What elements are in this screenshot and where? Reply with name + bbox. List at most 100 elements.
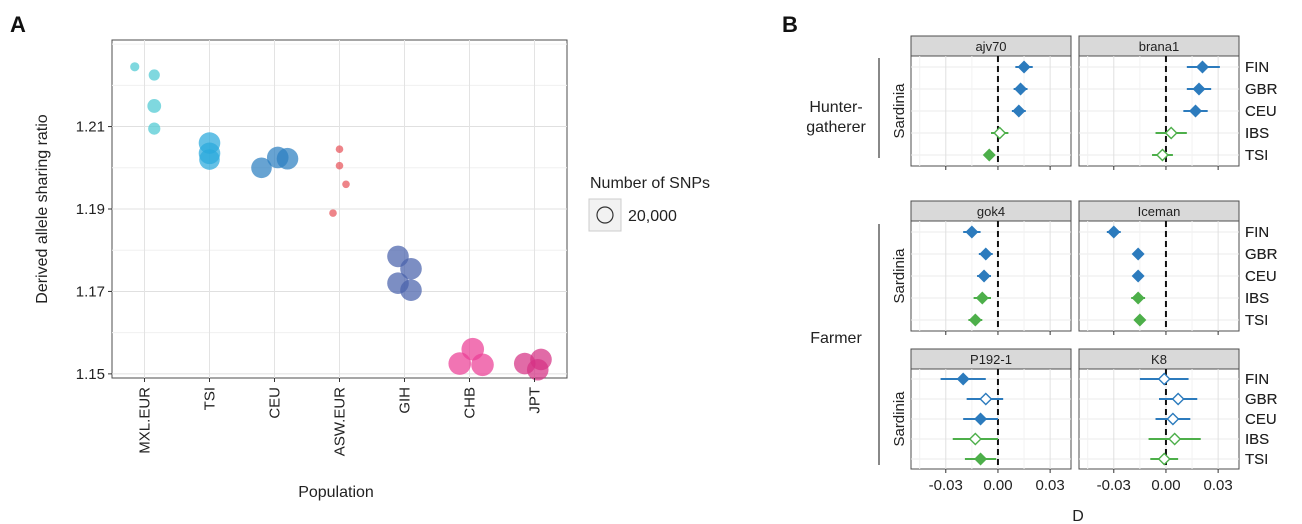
estimate-point xyxy=(974,452,988,466)
population-label: FIN xyxy=(1245,371,1269,388)
x-tick-label: 0.03 xyxy=(1036,477,1065,494)
x-tick-label: CHB xyxy=(462,387,479,419)
estimate-point xyxy=(1131,291,1145,305)
population-label: FIN xyxy=(1245,59,1269,76)
data-point xyxy=(329,209,337,217)
estimate-point xyxy=(1155,148,1169,162)
group-label-line: Hunter- xyxy=(809,99,862,116)
legend-value: 20,000 xyxy=(628,208,677,225)
data-point xyxy=(526,358,549,381)
population-label: FIN xyxy=(1245,59,1269,76)
group-label-line: Farmer xyxy=(810,330,862,347)
facet-strip-label: gok4 xyxy=(977,204,1005,219)
panel-a-x-ticks: MXL.EUR TSI CEU ASW.EUR GIH CHB JPT xyxy=(137,378,544,456)
x-tick-label: -0.03 xyxy=(1097,477,1131,494)
estimate-point xyxy=(1171,392,1185,406)
legend-title: Number of SNPs xyxy=(590,175,710,192)
estimate-point xyxy=(1157,372,1171,386)
estimate-point xyxy=(1131,247,1145,261)
estimate-point xyxy=(1017,60,1031,74)
population-label: GBR xyxy=(1245,391,1278,408)
data-point xyxy=(471,353,494,377)
data-point xyxy=(147,99,162,113)
population-label: IBS xyxy=(1245,125,1269,142)
population-label: IBS xyxy=(1245,290,1269,307)
facet-strip-label: brana1 xyxy=(1139,39,1179,54)
x-tick-label: GIH xyxy=(397,387,414,414)
x-tick-label: ASW.EUR xyxy=(332,387,349,456)
population-label: TSI xyxy=(1245,312,1268,329)
facet-strip-label: K8 xyxy=(1151,352,1167,367)
population-label: TSI xyxy=(1245,147,1268,164)
estimate-point xyxy=(977,269,991,283)
estimate-point xyxy=(1157,452,1171,466)
estimate-point xyxy=(1131,269,1145,283)
population-label: TSI xyxy=(1245,451,1268,468)
data-point xyxy=(342,180,350,189)
population-label: CEU xyxy=(1245,411,1277,428)
panel-b-forest-plot: ajv70 FIN GBR CEU IBS TSI Sardinia brana1 FIN GBR… xyxy=(806,35,1278,524)
y-tick-label: 1.15 xyxy=(76,366,105,383)
estimate-point xyxy=(982,148,996,162)
estimate-point xyxy=(979,247,993,261)
facet-strip-label: ajv70 xyxy=(975,39,1006,54)
estimate-point xyxy=(1195,60,1209,74)
population-label: TSI xyxy=(1245,147,1268,164)
y-tick-label: 1.19 xyxy=(76,201,105,218)
estimate-point xyxy=(965,225,979,239)
estimate-point xyxy=(968,432,982,446)
population-label: FIN xyxy=(1245,371,1269,388)
estimate-point xyxy=(975,291,989,305)
panel-b-letter: B xyxy=(782,12,798,37)
panel-b-x-axis-title: D xyxy=(1072,508,1084,524)
population-label: GBR xyxy=(1245,81,1278,98)
population-label: IBS xyxy=(1245,431,1269,448)
data-point xyxy=(448,352,472,375)
x-tick-label: 0.00 xyxy=(983,477,1012,494)
estimate-point xyxy=(1168,432,1182,446)
population-label: TSI xyxy=(1245,312,1268,329)
population-label: FIN xyxy=(1245,224,1269,241)
group-label-line: gatherer xyxy=(806,119,866,136)
panel-a-gridlines xyxy=(112,40,567,378)
estimate-point xyxy=(1014,82,1028,96)
estimate-point xyxy=(1192,82,1206,96)
data-point xyxy=(335,161,344,170)
x-tick-label: TSI xyxy=(202,387,219,410)
population-label: GBR xyxy=(1245,81,1278,98)
estimate-point xyxy=(956,372,970,386)
estimate-point xyxy=(1107,225,1121,239)
population-label: GBR xyxy=(1245,391,1278,408)
panel-a-points xyxy=(130,62,552,381)
population-label: CEU xyxy=(1245,103,1277,120)
estimate-point xyxy=(974,412,988,426)
y-tick-label: 1.17 xyxy=(76,283,105,300)
estimate-point xyxy=(1164,126,1178,140)
x-tick-label: MXL.EUR xyxy=(137,387,154,454)
x-tick-label: 0.00 xyxy=(1151,477,1180,494)
estimate-point xyxy=(979,392,993,406)
population-label: IBS xyxy=(1245,125,1269,142)
data-point xyxy=(276,147,299,170)
subgroup-label: Sardinia xyxy=(891,391,908,447)
y-tick-label: 1.21 xyxy=(76,119,105,136)
data-point xyxy=(335,145,344,154)
data-point xyxy=(400,279,422,302)
panel-a-x-axis-title: Population xyxy=(298,484,374,501)
population-label: CEU xyxy=(1245,268,1277,285)
population-label: CEU xyxy=(1245,268,1277,285)
data-point xyxy=(199,149,220,170)
population-label: TSI xyxy=(1245,451,1268,468)
data-point xyxy=(148,122,161,135)
estimate-point xyxy=(1166,412,1180,426)
panel-a-y-ticks: 1.15 1.17 1.19 1.21 xyxy=(76,119,112,383)
x-tick-label: -0.03 xyxy=(929,477,963,494)
estimate-point xyxy=(993,126,1007,140)
population-label: IBS xyxy=(1245,290,1269,307)
data-point xyxy=(400,257,422,280)
estimate-point xyxy=(1012,104,1026,118)
legend-key-box xyxy=(588,198,622,232)
x-tick-label: CEU xyxy=(267,387,284,419)
data-point xyxy=(148,69,160,81)
